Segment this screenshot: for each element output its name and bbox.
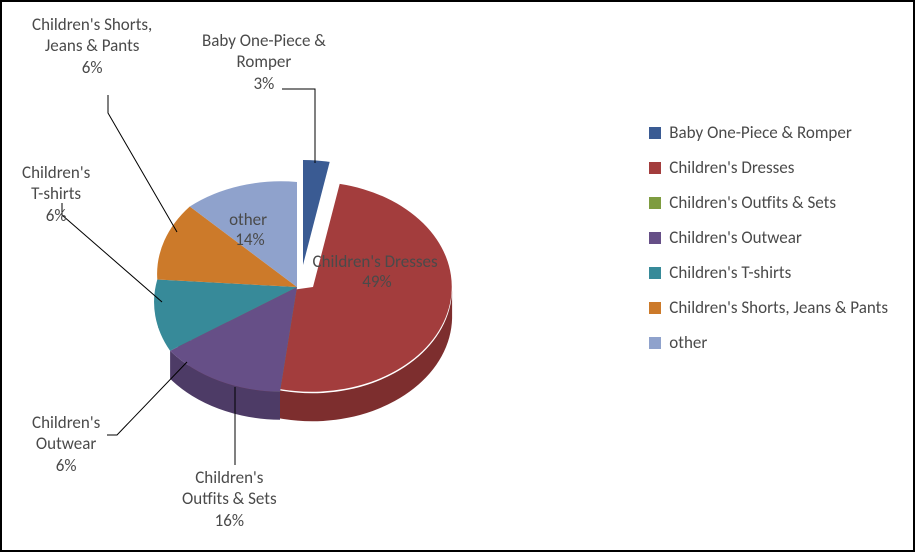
legend-swatch — [649, 127, 661, 139]
legend: Baby One-Piece & Romper Children's Dress… — [649, 122, 888, 367]
legend-label: Children's Shorts, Jeans & Pants — [669, 297, 888, 318]
legend-item: other — [649, 332, 888, 353]
callout-outwear: Children's Outwear 6% — [32, 412, 100, 476]
legend-item: Baby One-Piece & Romper — [649, 122, 888, 143]
legend-swatch — [649, 302, 661, 314]
chart-container: Children's Dresses 49% other 14% Baby On… — [0, 0, 915, 552]
callout-shorts: Children's Shorts, Jeans & Pants 6% — [32, 14, 152, 78]
callout-tshirts: Children's T-shirts 6% — [22, 162, 90, 226]
legend-swatch — [649, 232, 661, 244]
legend-label: Children's Dresses — [669, 157, 794, 178]
callout-baby: Baby One-Piece & Romper 3% — [202, 30, 326, 94]
legend-item: Children's Dresses — [649, 157, 888, 178]
pie-chart: Children's Dresses 49% other 14% — [22, 67, 582, 547]
legend-item: Children's Outfits & Sets — [649, 192, 888, 213]
legend-swatch — [649, 162, 661, 174]
legend-item: Children's T-shirts — [649, 262, 888, 283]
legend-label: Baby One-Piece & Romper — [669, 122, 851, 143]
legend-swatch — [649, 197, 661, 209]
legend-label: other — [669, 332, 707, 353]
legend-label: Children's T-shirts — [669, 262, 791, 283]
legend-item: Children's Outwear — [649, 227, 888, 248]
legend-item: Children's Shorts, Jeans & Pants — [649, 297, 888, 318]
callout-outfits: Children's Outfits & Sets 16% — [182, 467, 277, 531]
label-other-inline: other 14% — [229, 209, 271, 250]
legend-swatch — [649, 267, 661, 279]
legend-label: Children's Outfits & Sets — [669, 192, 836, 213]
legend-swatch — [649, 337, 661, 349]
legend-label: Children's Outwear — [669, 227, 801, 248]
